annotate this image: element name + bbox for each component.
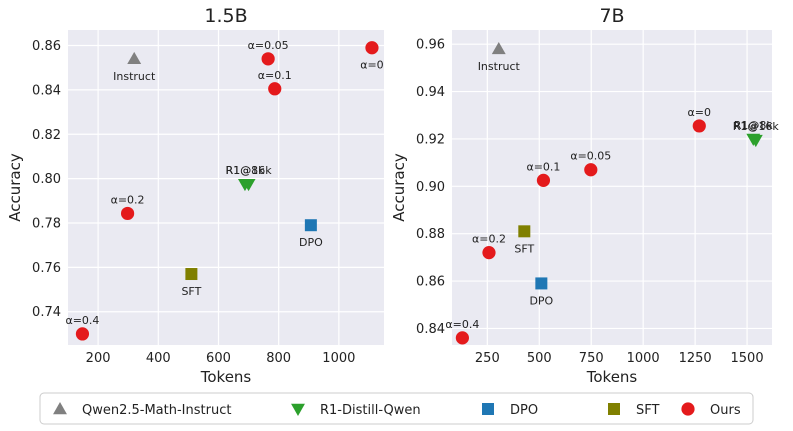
y-tick-label: 0.94 bbox=[416, 85, 445, 100]
point-label: DPO bbox=[299, 236, 323, 249]
point-label: α=0.2 bbox=[472, 233, 506, 246]
point-r1-distill-qwen bbox=[241, 178, 256, 192]
point-label: SFT bbox=[514, 242, 534, 255]
chart-title: 7B bbox=[599, 5, 624, 27]
y-tick-label: 0.74 bbox=[32, 305, 61, 320]
legend-marker-sft bbox=[608, 403, 620, 415]
x-tick-label: 600 bbox=[206, 351, 231, 366]
point-dpo bbox=[535, 277, 548, 290]
point-label: DPO bbox=[529, 294, 553, 307]
point-label: Instruct bbox=[113, 70, 156, 83]
legend-label: R1-Distill-Qwen bbox=[320, 403, 421, 418]
point-label: α=0 bbox=[360, 59, 383, 72]
plot-area bbox=[68, 30, 384, 345]
point-ours bbox=[536, 173, 551, 187]
x-tick-label: 250 bbox=[475, 351, 500, 366]
legend-marker-qwen2-5-math-instruct bbox=[53, 402, 67, 415]
legend-marker-dpo bbox=[482, 403, 494, 415]
point-label: α=0.05 bbox=[570, 150, 611, 163]
point-ours bbox=[120, 206, 135, 221]
point-label: α=0.05 bbox=[248, 39, 289, 52]
point-r1-distill-qwen bbox=[748, 134, 763, 148]
legend-label: Qwen2.5-Math-Instruct bbox=[82, 403, 231, 418]
point-ours bbox=[455, 331, 469, 345]
point-label: α=0.1 bbox=[258, 69, 292, 82]
point-label: α=0 bbox=[688, 106, 711, 119]
y-tick-label: 0.84 bbox=[32, 83, 61, 98]
point-label: α=0.4 bbox=[65, 314, 99, 327]
point-ours bbox=[365, 41, 379, 55]
x-tick-label: 500 bbox=[527, 351, 552, 366]
legend-label: SFT bbox=[636, 403, 660, 418]
point-label: α=0.1 bbox=[526, 160, 560, 173]
y-tick-label: 0.92 bbox=[416, 132, 445, 147]
y-tick-label: 0.80 bbox=[32, 172, 61, 187]
point-ours bbox=[75, 327, 90, 341]
point-ours bbox=[261, 52, 275, 66]
y-axis-label: Accuracy bbox=[6, 153, 24, 222]
x-axis-label: Tokens bbox=[200, 368, 252, 386]
y-tick-label: 0.82 bbox=[32, 128, 61, 143]
legend-label: DPO bbox=[510, 403, 538, 418]
chart-panel-2: 250 500 750 1000 1250 1500 0.84 0.86 0.88 0.90 0.9… bbox=[390, 5, 779, 386]
point-label: Instruct bbox=[478, 60, 521, 73]
point-qwen2-5-math-instruct bbox=[491, 41, 506, 55]
chart-title: 1.5B bbox=[204, 5, 247, 27]
point-label: R1@8k bbox=[225, 164, 265, 177]
plot-area bbox=[452, 30, 772, 345]
point-sft bbox=[185, 268, 198, 281]
y-tick-label: 0.88 bbox=[416, 227, 445, 242]
x-tick-label: 750 bbox=[579, 351, 604, 366]
legend-marker-ours bbox=[681, 402, 695, 416]
y-tick-label: 0.86 bbox=[32, 39, 61, 54]
point-label: R1@16k bbox=[733, 120, 780, 133]
point-qwen2-5-math-instruct bbox=[127, 51, 142, 65]
x-tick-label: 800 bbox=[266, 351, 291, 366]
y-tick-label: 0.96 bbox=[416, 38, 445, 53]
point-ours bbox=[482, 246, 496, 260]
x-tick-label: 1500 bbox=[731, 351, 764, 366]
x-axis-label: Tokens bbox=[586, 368, 638, 386]
y-tick-label: 0.78 bbox=[32, 216, 61, 231]
point-label: SFT bbox=[181, 285, 201, 298]
y-tick-label: 0.84 bbox=[416, 322, 445, 337]
point-sft bbox=[518, 225, 531, 238]
legend: Qwen2.5-Math-Instruct R1-Distill-Qwen DPO S… bbox=[39, 392, 754, 425]
point-label: α=0.4 bbox=[445, 318, 479, 331]
x-tick-label: 400 bbox=[146, 351, 171, 366]
point-ours bbox=[584, 163, 598, 177]
point-dpo bbox=[304, 219, 317, 232]
legend-marker-r1-distill-qwen bbox=[291, 403, 305, 416]
point-ours bbox=[268, 82, 282, 96]
chart-panel-1: 200 400 600 800 1000 0.74 0.76 0.78 0.80 0.82 0.84… bbox=[6, 5, 384, 386]
legend-box bbox=[39, 392, 754, 425]
legend-label: Ours bbox=[710, 403, 741, 418]
y-tick-label: 0.86 bbox=[416, 275, 445, 290]
y-tick-label: 0.76 bbox=[32, 261, 61, 276]
x-tick-label: 1250 bbox=[679, 351, 712, 366]
point-label: α=0.2 bbox=[111, 193, 145, 206]
point-label: R1@8k bbox=[734, 119, 774, 132]
point-ours bbox=[692, 119, 706, 133]
x-tick-label: 1000 bbox=[322, 351, 355, 366]
y-axis-label: Accuracy bbox=[390, 153, 408, 222]
point-label: R1@16k bbox=[226, 164, 273, 177]
x-tick-label: 1000 bbox=[627, 351, 660, 366]
y-tick-label: 0.90 bbox=[416, 180, 445, 195]
x-tick-label: 200 bbox=[86, 351, 111, 366]
